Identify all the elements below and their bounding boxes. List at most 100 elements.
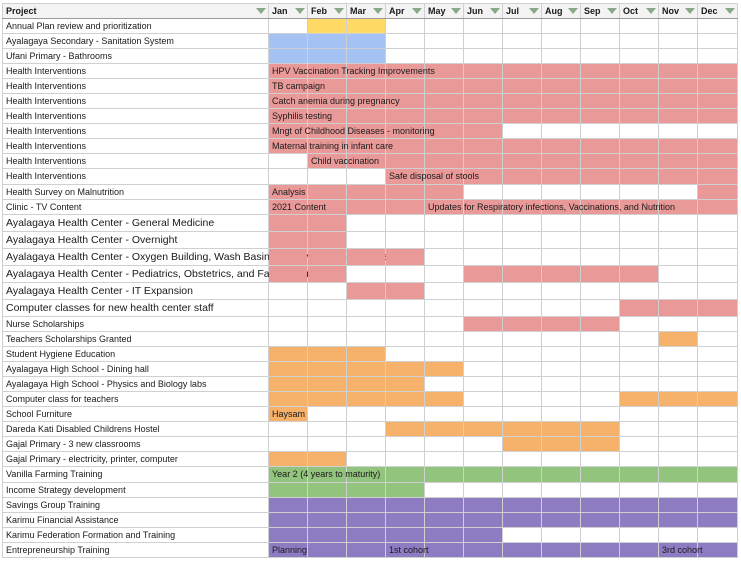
month-cell-jun[interactable]	[463, 198, 503, 215]
month-cell-sep[interactable]	[580, 213, 620, 232]
month-cell-aug[interactable]	[541, 108, 581, 125]
month-cell-aug[interactable]	[541, 48, 581, 65]
month-cell-jul[interactable]	[502, 466, 542, 483]
month-cell-nov[interactable]	[658, 230, 698, 249]
month-cell-apr[interactable]	[385, 406, 425, 423]
month-cell-apr[interactable]	[385, 331, 425, 348]
month-cell-oct[interactable]	[619, 315, 659, 333]
month-cell-mar[interactable]	[346, 108, 386, 125]
month-cell-jul[interactable]	[502, 496, 542, 513]
month-cell-nov[interactable]	[658, 138, 698, 155]
month-cell-jul[interactable]	[502, 247, 542, 266]
month-cell-sep[interactable]	[580, 138, 620, 155]
month-cell-jun[interactable]	[463, 541, 503, 559]
month-cell-mar[interactable]	[346, 481, 386, 498]
month-cell-sep[interactable]	[580, 33, 620, 50]
month-cell-dec[interactable]	[697, 153, 738, 170]
project-cell[interactable]: School Furniture	[2, 406, 269, 423]
month-cell-oct[interactable]	[619, 168, 659, 185]
month-cell-aug[interactable]	[541, 436, 581, 453]
column-header-jun[interactable]: Jun	[463, 3, 503, 19]
month-cell-dec[interactable]	[697, 511, 738, 528]
month-cell-apr[interactable]	[385, 63, 425, 80]
month-cell-jul[interactable]	[502, 183, 542, 200]
month-cell-feb[interactable]	[307, 436, 347, 453]
project-cell[interactable]: Gajal Primary - 3 new classrooms	[2, 436, 269, 453]
month-cell-sep[interactable]	[580, 346, 620, 363]
month-cell-sep[interactable]	[580, 391, 620, 408]
month-cell-nov[interactable]	[658, 264, 698, 283]
month-cell-nov[interactable]	[658, 78, 698, 95]
month-cell-jan[interactable]	[268, 33, 308, 50]
month-cell-dec[interactable]	[697, 33, 738, 50]
month-cell-sep[interactable]	[580, 230, 620, 249]
month-cell-sep[interactable]	[580, 183, 620, 200]
month-cell-oct[interactable]	[619, 230, 659, 249]
month-cell-oct[interactable]	[619, 264, 659, 283]
month-cell-mar[interactable]	[346, 315, 386, 333]
month-cell-apr[interactable]	[385, 451, 425, 468]
month-cell-apr[interactable]	[385, 481, 425, 498]
month-cell-mar[interactable]	[346, 511, 386, 528]
month-cell-feb[interactable]	[307, 346, 347, 363]
month-cell-nov[interactable]	[658, 481, 698, 498]
month-cell-jun[interactable]	[463, 391, 503, 408]
month-cell-nov[interactable]	[658, 123, 698, 140]
month-cell-apr[interactable]	[385, 436, 425, 453]
project-cell[interactable]: Ayalagaya Health Center - General Medici…	[2, 213, 269, 232]
month-cell-sep[interactable]	[580, 123, 620, 140]
month-cell-may[interactable]	[424, 230, 464, 249]
month-cell-oct[interactable]	[619, 511, 659, 528]
month-cell-feb[interactable]	[307, 298, 347, 317]
filter-icon[interactable]	[529, 8, 539, 14]
month-cell-aug[interactable]	[541, 63, 581, 80]
month-cell-feb[interactable]	[307, 496, 347, 513]
month-cell-mar[interactable]	[346, 526, 386, 543]
month-cell-sep[interactable]	[580, 17, 620, 35]
month-cell-dec[interactable]	[697, 481, 738, 498]
month-cell-sep[interactable]	[580, 496, 620, 513]
month-cell-apr[interactable]	[385, 376, 425, 393]
month-cell-aug[interactable]	[541, 78, 581, 95]
month-cell-jul[interactable]	[502, 230, 542, 249]
month-cell-sep[interactable]	[580, 153, 620, 170]
month-cell-apr[interactable]	[385, 33, 425, 50]
month-cell-jan[interactable]: Haysam	[268, 406, 308, 423]
month-cell-mar[interactable]	[346, 451, 386, 468]
month-cell-oct[interactable]	[619, 108, 659, 125]
month-cell-feb[interactable]	[307, 315, 347, 333]
month-cell-aug[interactable]	[541, 466, 581, 483]
month-cell-mar[interactable]	[346, 230, 386, 249]
month-cell-feb[interactable]	[307, 48, 347, 65]
month-cell-jan[interactable]	[268, 376, 308, 393]
month-cell-mar[interactable]	[346, 63, 386, 80]
month-cell-dec[interactable]	[697, 183, 738, 200]
column-header-oct[interactable]: Oct	[619, 3, 659, 19]
month-cell-feb[interactable]	[307, 168, 347, 185]
month-cell-feb[interactable]	[307, 123, 347, 140]
month-cell-aug[interactable]	[541, 376, 581, 393]
month-cell-feb[interactable]	[307, 93, 347, 110]
month-cell-jun[interactable]	[463, 123, 503, 140]
month-cell-dec[interactable]	[697, 315, 738, 333]
month-cell-jun[interactable]	[463, 421, 503, 438]
month-cell-mar[interactable]	[346, 361, 386, 378]
month-cell-may[interactable]	[424, 315, 464, 333]
month-cell-jan[interactable]	[268, 168, 308, 185]
month-cell-dec[interactable]	[697, 451, 738, 468]
month-cell-nov[interactable]	[658, 213, 698, 232]
month-cell-jul[interactable]	[502, 298, 542, 317]
month-cell-dec[interactable]	[697, 213, 738, 232]
month-cell-aug[interactable]	[541, 451, 581, 468]
month-cell-jul[interactable]	[502, 331, 542, 348]
month-cell-jan[interactable]	[268, 481, 308, 498]
project-cell[interactable]: Clinic - TV Content	[2, 198, 269, 215]
project-cell[interactable]: Nurse Scholarships	[2, 315, 269, 333]
month-cell-mar[interactable]	[346, 331, 386, 348]
month-cell-sep[interactable]	[580, 406, 620, 423]
month-cell-aug[interactable]	[541, 346, 581, 363]
month-cell-jul[interactable]	[502, 138, 542, 155]
month-cell-nov[interactable]	[658, 406, 698, 423]
column-header-mar[interactable]: Mar	[346, 3, 386, 19]
month-cell-may[interactable]	[424, 183, 464, 200]
